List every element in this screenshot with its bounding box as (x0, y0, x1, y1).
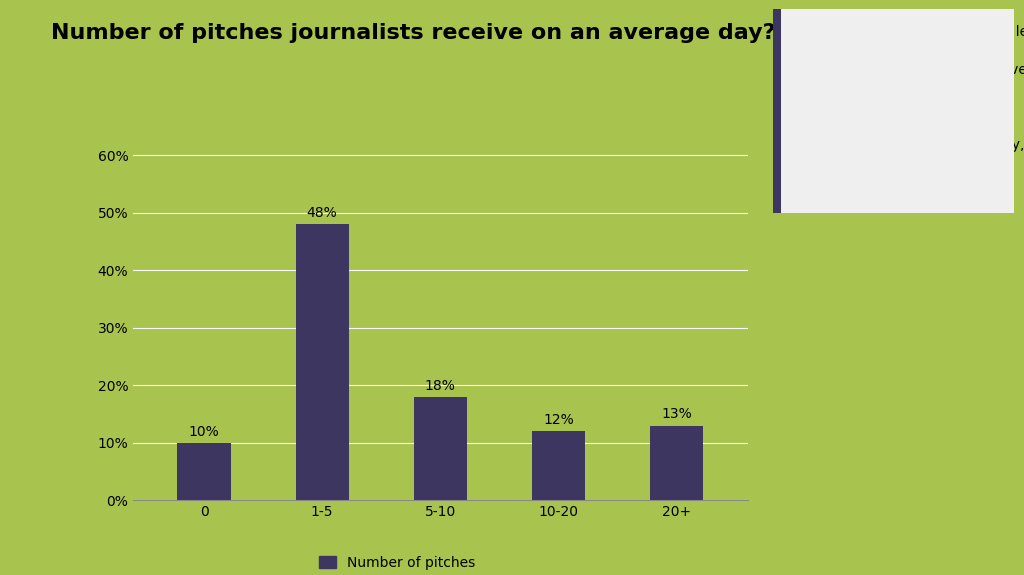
Text: 10%: 10% (188, 425, 219, 439)
Text: Almost all journalists receive at least: Almost all journalists receive at least (793, 25, 1024, 39)
Text: Number of pitches journalists receive on an average day?: Number of pitches journalists receive on… (51, 23, 776, 43)
Text: receive one to five pitches a day,: receive one to five pitches a day, (793, 138, 1024, 152)
Text: while: while (793, 176, 834, 190)
Bar (296, 224, 349, 500)
Legend: Number of pitches: Number of pitches (313, 550, 481, 575)
Bar (650, 426, 703, 500)
Text: 48%: 48% (307, 206, 338, 220)
Text: receive five or more.: receive five or more. (867, 176, 1016, 190)
Bar (177, 443, 230, 500)
Text: 12%: 12% (543, 413, 573, 427)
Bar (414, 397, 467, 500)
Text: 48%: 48% (882, 101, 914, 114)
Text: 13%: 13% (662, 408, 692, 421)
Bar (531, 431, 585, 500)
Text: many more.: many more. (793, 101, 882, 114)
Text: 18%: 18% (425, 379, 456, 393)
Text: of journalists: of journalists (914, 101, 1009, 114)
Text: 43%: 43% (834, 176, 867, 190)
Text: one pitch a day, but most receive: one pitch a day, but most receive (793, 63, 1024, 76)
